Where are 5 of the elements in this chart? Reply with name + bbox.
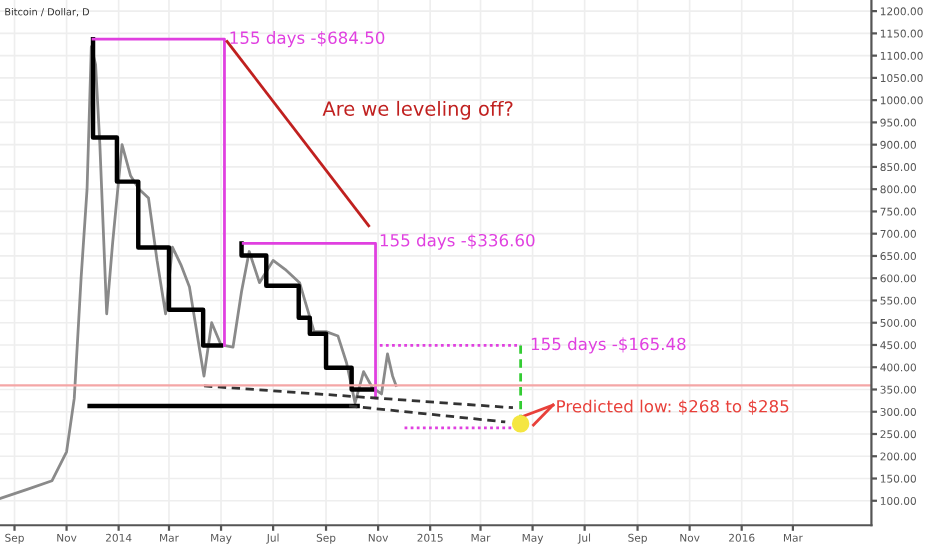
annotation: 155 days -$684.50 xyxy=(230,31,385,48)
annotation: 155 days -$165.48 xyxy=(531,337,686,354)
annotation: Are we leveling off? xyxy=(322,100,513,120)
annotation: 155 days -$336.60 xyxy=(380,233,535,250)
annotation: Predicted low: $268 to $285 xyxy=(557,399,789,415)
